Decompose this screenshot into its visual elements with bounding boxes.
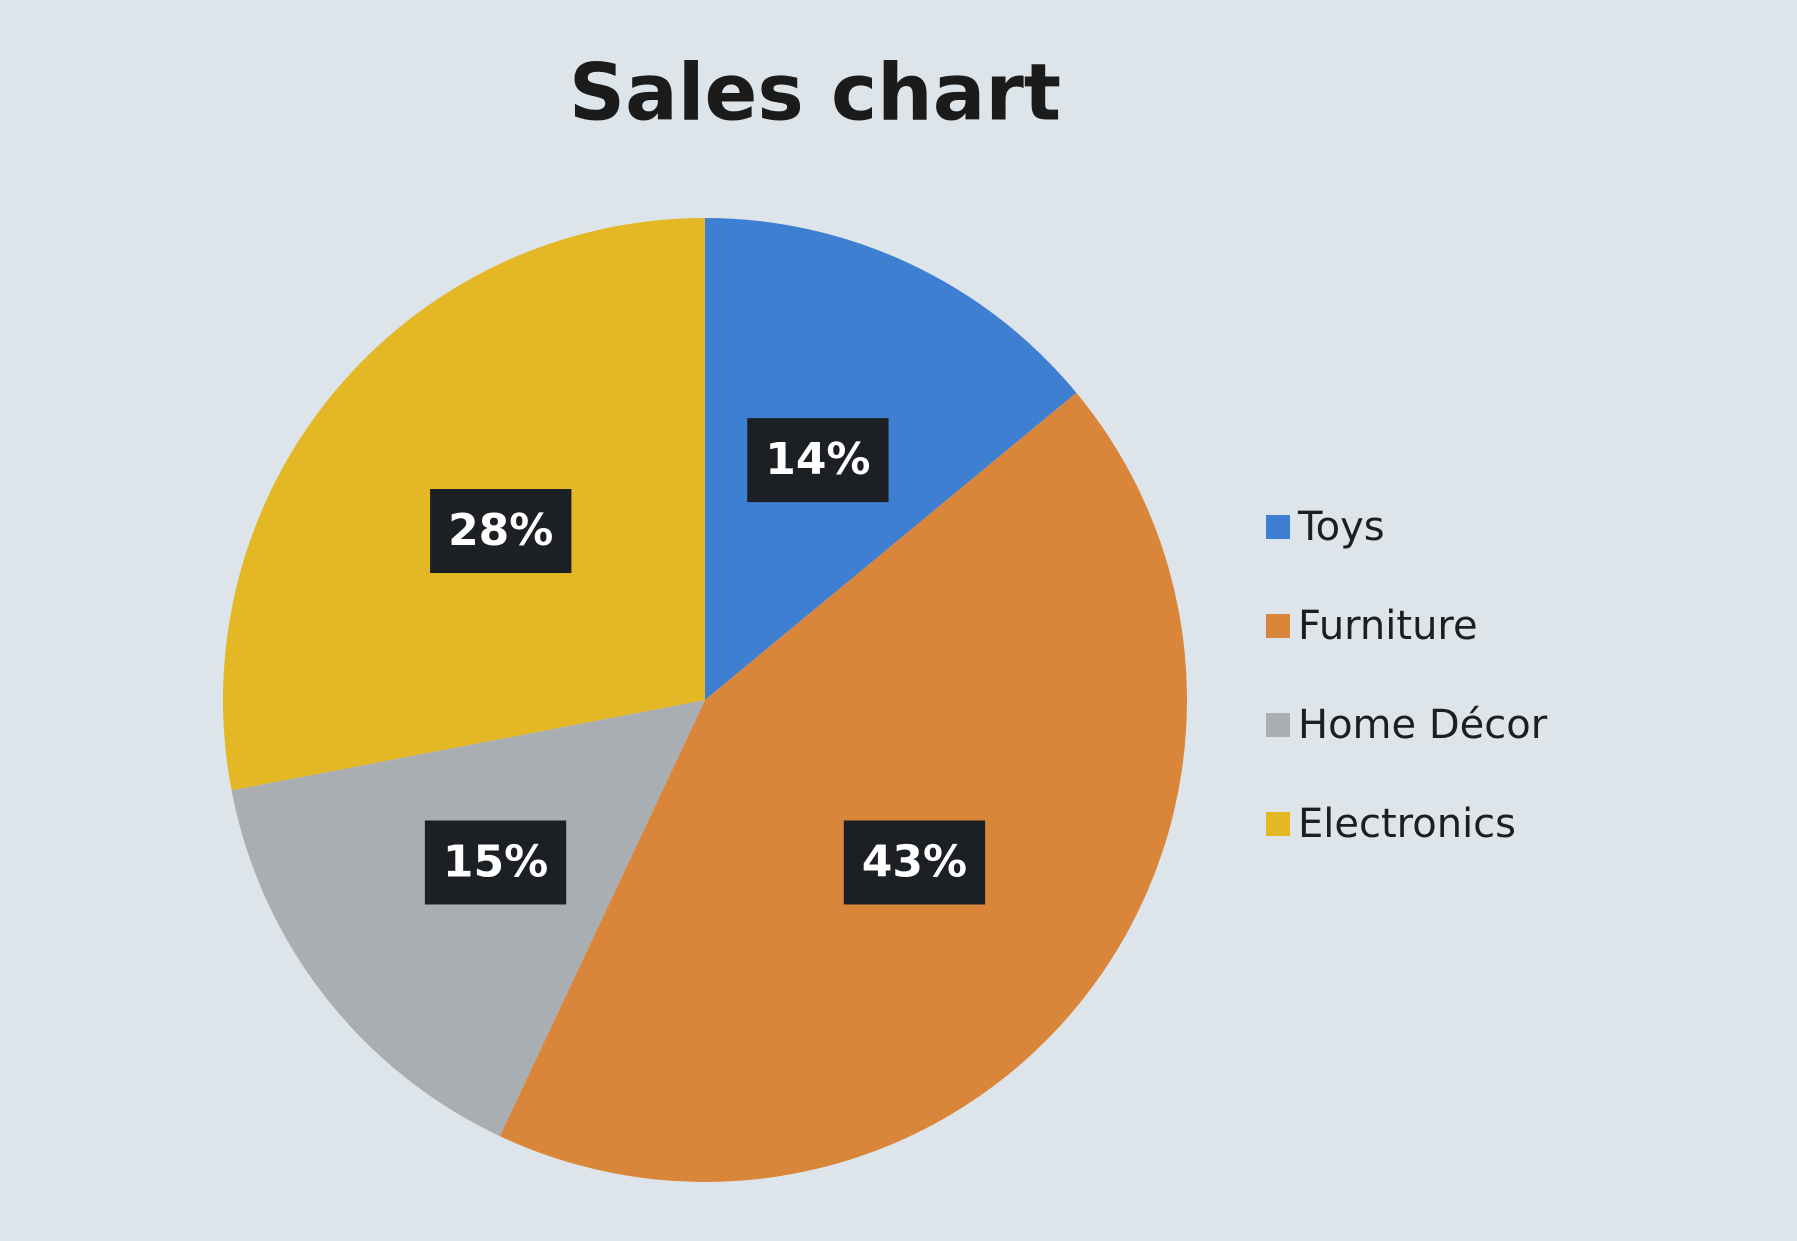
legend-label: Furniture <box>1298 603 1478 649</box>
pie-slice <box>499 392 1187 1183</box>
pie-slice <box>231 700 706 1137</box>
data-label-box <box>843 820 986 905</box>
legend-swatch <box>1266 812 1290 836</box>
data-label: 28% <box>448 505 553 556</box>
pie-slice <box>705 218 1077 700</box>
data-label: 43% <box>862 836 967 887</box>
data-label: 14% <box>765 434 870 485</box>
legend-swatch <box>1266 614 1290 638</box>
legend-label: Toys <box>1297 504 1385 550</box>
data-label-box <box>424 820 567 905</box>
data-label-box <box>430 489 572 574</box>
legend-swatch <box>1266 515 1290 539</box>
data-label: 15% <box>443 836 548 887</box>
data-label-box <box>747 418 889 503</box>
chart-title: Sales chart <box>569 48 1061 138</box>
legend-swatch <box>1266 713 1290 737</box>
legend-label: Electronics <box>1298 801 1516 847</box>
legend-label: Home Décor <box>1298 702 1548 748</box>
